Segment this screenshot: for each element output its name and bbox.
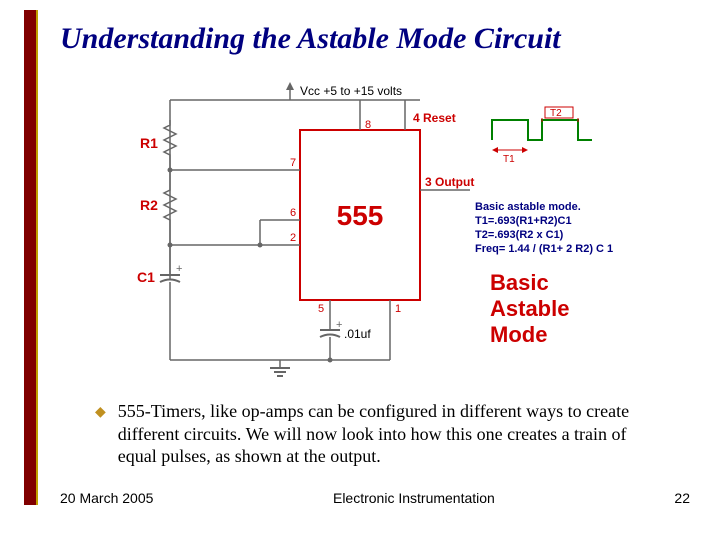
- cap2-label: .01uf: [344, 327, 371, 341]
- pin-5: 5: [318, 303, 324, 315]
- ground-symbol: [270, 360, 290, 376]
- svg-text:+: +: [176, 263, 182, 275]
- eq3: Freq= 1.44 / (R1+ 2 R2) C 1: [475, 243, 613, 255]
- mode-label-3: Mode: [490, 322, 547, 347]
- vcc-label: Vcc +5 to +15 volts: [300, 84, 402, 98]
- bullet-icon: ◆: [95, 404, 106, 421]
- cap2: + .01uf: [320, 319, 371, 360]
- eq2: T2=.693(R2 x C1): [475, 229, 564, 241]
- bullet-text: 555-Timers, like op-amps can be configur…: [118, 400, 665, 468]
- svg-text:+: +: [336, 319, 342, 331]
- pin-6: 6: [290, 207, 296, 219]
- bullet-item: ◆ 555-Timers, like op-amps can be config…: [95, 400, 665, 468]
- wave-t1: T1: [503, 154, 515, 165]
- pin-7: 7: [290, 157, 296, 169]
- reset-label: 4 Reset: [413, 111, 456, 125]
- basic-astable-title: Basic astable mode.: [475, 201, 581, 213]
- circuit-diagram: Vcc +5 to +15 volts 555 8 4 Reset 7 6 2 …: [130, 80, 630, 380]
- pin-8: 8: [365, 119, 371, 131]
- c1-capacitor: + C1: [137, 245, 182, 360]
- output-waveform: T1 T2: [492, 107, 592, 165]
- slide-footer: 20 March 2005 Electronic Instrumentation…: [60, 490, 690, 506]
- footer-page: 22: [674, 490, 690, 506]
- r2-label: R2: [140, 197, 158, 213]
- footer-center: Electronic Instrumentation: [333, 490, 495, 506]
- eq1: T1=.693(R1+R2)C1: [475, 215, 572, 227]
- pin-1: 1: [395, 303, 401, 315]
- mode-label-2: Astable: [490, 296, 569, 321]
- slide-accent-bar: [24, 10, 38, 505]
- wave-t2: T2: [550, 108, 562, 119]
- mode-label-1: Basic: [490, 270, 549, 295]
- pin-2: 2: [290, 232, 296, 244]
- footer-date: 20 March 2005: [60, 490, 153, 506]
- output-label: 3 Output: [425, 175, 474, 189]
- slide-title: Understanding the Astable Mode Circuit: [60, 22, 561, 56]
- c1-label: C1: [137, 269, 155, 285]
- ic-label: 555: [337, 200, 384, 231]
- r1-label: R1: [140, 135, 158, 151]
